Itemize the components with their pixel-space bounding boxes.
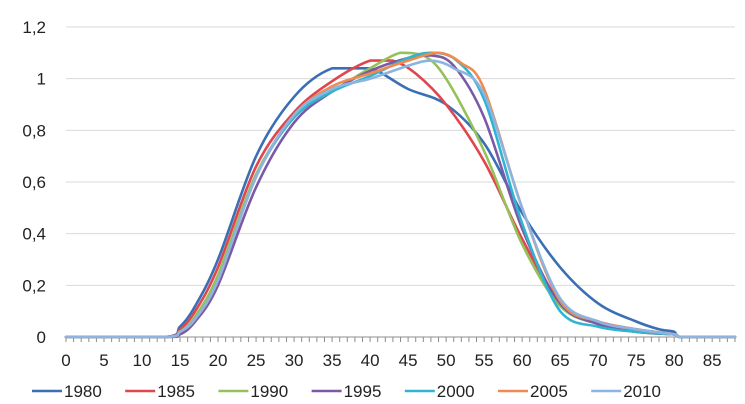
legend-item-2005: 2005 [498,382,568,401]
x-tick-label: 85 [703,351,722,370]
series-line-1980 [64,66,737,339]
legend-label: 1990 [250,382,288,401]
series-line-2005 [64,51,737,339]
x-tick-label: 15 [171,351,190,370]
series-line-2000 [64,51,737,339]
x-tick-label: 30 [285,351,304,370]
y-tick-label: 0,2 [22,276,46,295]
x-tick-label: 0 [61,351,70,370]
x-tick-label: 40 [361,351,380,370]
x-tick-label: 25 [247,351,266,370]
legend-item-2000: 2000 [404,382,475,401]
legend-item-1985: 1985 [125,382,195,401]
y-axis-tick-labels: 0 0,2 0,4 0,6 0,8 1 1,2 [22,18,46,347]
x-tick-label: 45 [399,351,418,370]
legend: 1980 1985 1990 1995 2000 2005 2010 [32,382,661,401]
legend-label: 1995 [344,382,382,401]
y-tick-label: 0,8 [22,121,46,140]
series-lines [64,51,737,339]
gridlines [66,26,735,286]
series-line-1995 [64,54,737,339]
y-tick-label: 0,6 [22,173,46,192]
legend-label: 2000 [437,382,475,401]
legend-label: 2010 [623,382,661,401]
y-tick-label: 0,4 [22,225,46,244]
x-tick-label: 70 [589,351,608,370]
series-line-1990 [64,51,737,339]
x-tick-label: 55 [475,351,494,370]
series-line-1985 [64,59,737,339]
x-tick-label: 35 [323,351,342,370]
x-tick-label: 5 [99,351,108,370]
legend-label: 2005 [530,382,568,401]
x-axis-tick-labels: 0 5 10 15 20 25 30 35 40 45 50 55 60 65 70 75 80 85 [61,351,721,370]
legend-label: 1980 [64,382,102,401]
legend-label: 1985 [157,382,195,401]
x-tick-label: 80 [665,351,684,370]
legend-item-1990: 1990 [218,382,288,401]
x-tick-label: 60 [513,351,532,370]
x-tick-label: 10 [133,351,152,370]
y-tick-label: 0 [37,328,46,347]
x-tick-label: 75 [627,351,646,370]
x-tick-label: 20 [209,351,228,370]
x-tick-label: 65 [551,351,570,370]
x-tick-label: 50 [437,351,456,370]
series-line-2010 [64,59,737,339]
y-tick-label: 1,2 [22,18,46,37]
legend-item-2010: 2010 [591,382,661,401]
y-tick-label: 1 [37,70,46,89]
legend-item-1980: 1980 [32,382,102,401]
legend-item-1995: 1995 [311,382,382,401]
